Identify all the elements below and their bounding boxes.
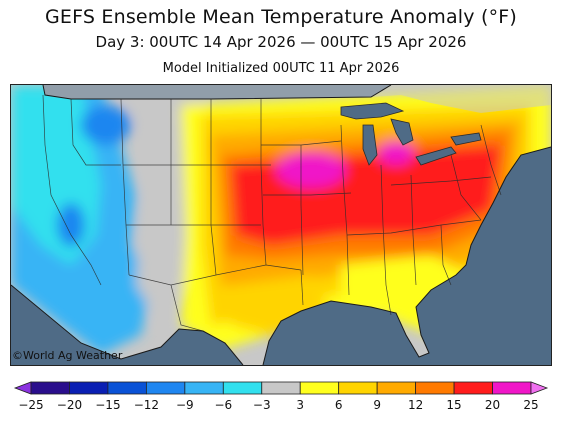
credit-label: ©World Ag Weather (12, 349, 123, 362)
map-title: GEFS Ensemble Mean Temperature Anomaly (… (44, 6, 518, 28)
colorbar-tick-label: −3 (253, 398, 271, 412)
colorbar-tick-label: −25 (18, 398, 43, 412)
colorbar-bin (184, 381, 224, 395)
colorbar-tick-label: 6 (335, 398, 343, 412)
colorbar-tick-label: −20 (57, 398, 82, 412)
colorbar-arrow-low (13, 381, 32, 395)
colorbar-bin (453, 381, 493, 395)
colorbar-tick-label: −6 (214, 398, 232, 412)
great-lakes (340, 102, 482, 166)
colorbar-bin (299, 381, 340, 395)
colorbar-tick-label: −9 (176, 398, 194, 412)
colorbar-bin (145, 381, 186, 395)
canada-region (11, 85, 551, 113)
colorbar-bin (338, 381, 378, 395)
colorbar: −25 −20 −15 −12 −9 −6 −3 3 6 9 12 15 20 25 (0, 374, 562, 426)
colorbar-bin (30, 381, 70, 395)
anomaly-field (11, 85, 551, 365)
model-init-time: Model Initialized 00UTC 11 Apr 2026 (162, 61, 400, 76)
colorbar-tick-label: 25 (523, 398, 538, 412)
colorbar-bin (492, 381, 532, 395)
colorbar-tick-label: 20 (485, 398, 500, 412)
colorbar-tick-label: 9 (373, 398, 381, 412)
anomaly-map (10, 84, 552, 366)
valid-period: Day 3: 00UTC 14 Apr 2026 — 00UTC 15 Apr … (95, 33, 467, 51)
colorbar-tick-label: 3 (296, 398, 304, 412)
colorbar-bin (261, 381, 301, 395)
map-svg (11, 85, 551, 365)
colorbar-tick-label: −15 (95, 398, 120, 412)
colorbar-bin (415, 381, 455, 395)
colorbar-svg: −25 −20 −15 −12 −9 −6 −3 3 6 9 12 15 20 25 (13, 381, 549, 412)
colorbar-bin (107, 381, 147, 395)
colorbar-bin (376, 381, 417, 395)
colorbar-tick-label: −12 (134, 398, 159, 412)
state-borders (42, 94, 502, 332)
colorbar-tick-label: 12 (408, 398, 423, 412)
colorbar-arrow-high (530, 381, 549, 395)
colorbar-bin (69, 381, 109, 395)
colorbar-bin (222, 381, 263, 395)
gulf-of-mexico (263, 301, 431, 365)
coastline (11, 85, 551, 365)
colorbar-tick-label: 15 (446, 398, 461, 412)
